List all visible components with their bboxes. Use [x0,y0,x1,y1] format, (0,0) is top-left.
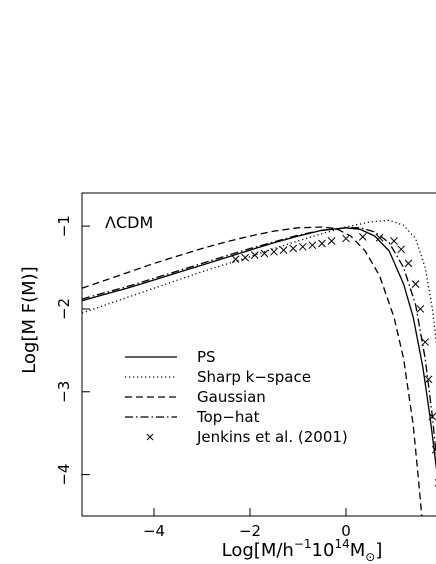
series-gaussian [82,226,423,516]
y-ticks: −1 −2 −3 −4 [55,215,90,486]
x-tick-label: 0 [341,522,351,540]
panel-label: ΛCDM [105,213,153,232]
x-ticks: −4−202 [143,508,351,540]
x-axis-label: Log[M/h−11014M⊙] [222,537,383,564]
data-point [358,233,367,241]
data-point [421,338,430,346]
series-top-hat [82,227,436,460]
x-label-suffix: ] [375,540,382,561]
data-point [404,259,413,268]
y-tick-label: −2 [55,298,73,320]
series-layer [82,219,436,516]
legend-swatch [146,433,154,441]
data-point [342,234,350,243]
data-point [231,255,240,264]
legend-entry-jenkins-et-al-2001: Jenkins et al. (2001) [146,428,348,446]
x-label-sup2: 14 [334,537,349,551]
data-point [375,233,384,242]
y-axis-label: Log[M F(M)] [19,266,40,373]
series-line-top-hat [82,227,436,460]
data-point [270,247,278,256]
legend-entry-sharp-k-space: Sharp k−space [125,368,311,386]
x-label-sup1: −1 [294,537,312,551]
x-label-after: M [350,540,366,561]
legend-entry-top-hat: Top−hat [125,408,260,426]
data-point [428,412,436,421]
plot-frame [81,192,436,517]
legend-entry-ps: PS [125,348,216,366]
series-jenkins-et-al-2001 [231,233,436,487]
data-point [260,249,269,258]
data-point [416,305,425,313]
x-label-mid: 10 [312,540,335,561]
data-point [318,239,326,248]
data-point [289,244,298,253]
series-line-sharp-k-space [82,219,436,346]
legend-entry-gaussian: Gaussian [125,388,266,406]
data-point [397,245,406,254]
legend-label: Sharp k−space [197,368,311,386]
data-point [279,246,288,254]
x-tick-label: −4 [143,522,165,540]
x-tick-label: −2 [239,522,261,540]
x-label-prefix: Log[M/h [222,540,294,561]
data-point [250,251,259,259]
data-point [298,242,307,251]
x-label-sub: ⊙ [365,550,375,564]
legend-label: Top−hat [196,408,260,426]
data-point [308,241,317,250]
data-point [327,237,336,245]
legend-label: PS [197,348,216,366]
series-line-gaussian [82,226,423,516]
y-tick-label: −1 [55,215,73,237]
data-point [241,253,250,262]
y-tick-label: −3 [55,381,73,403]
data-point [411,280,420,288]
series-sharp-k-space [82,219,436,346]
data-point [390,237,398,245]
legend: PS Sharp k−space Gaussian Top−hat Jenkins et… [125,348,348,446]
data-point [424,375,433,384]
legend-label: Gaussian [197,388,266,406]
y-tick-label: −4 [55,464,73,486]
legend-label: Jenkins et al. (2001) [196,428,348,446]
